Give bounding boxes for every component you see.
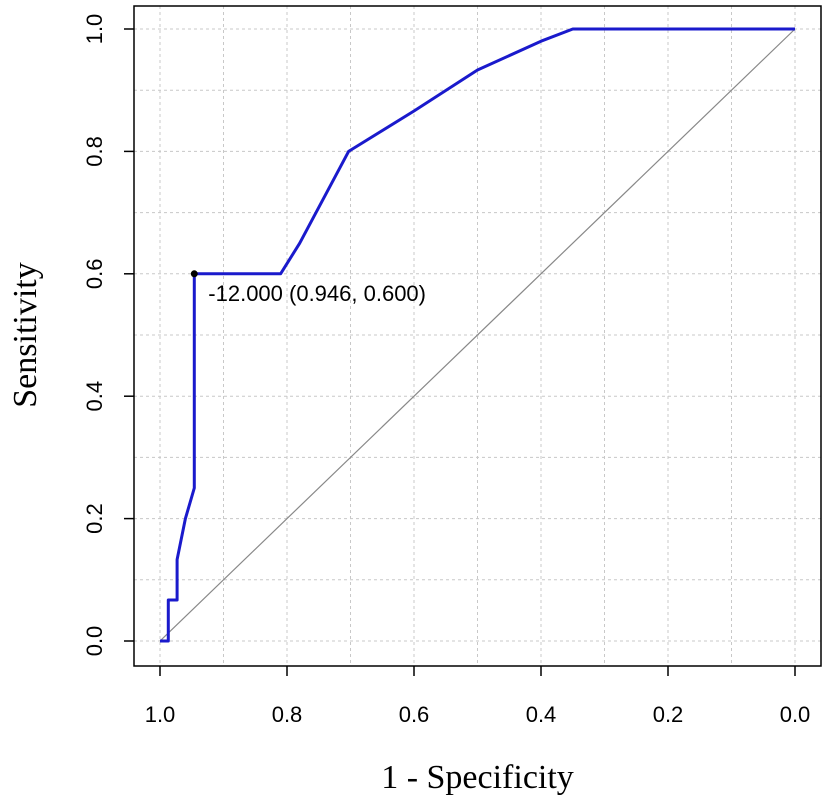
diagonal-line [159,28,796,642]
x-tick-label: 0.6 [399,702,430,727]
threshold-label: -12.000 (0.946, 0.600) [208,281,426,306]
x-tick-label: 0.0 [780,702,811,727]
highlight-layer: -12.000 (0.946, 0.600) [190,270,426,306]
y-tick-label: 1.0 [82,14,107,45]
reference-diagonal [159,28,796,642]
y-tick-label: 0.6 [82,259,107,290]
x-tick-label: 0.4 [526,702,557,727]
grid [134,6,821,666]
y-tick-label: 0.4 [82,381,107,412]
x-axis: 1.0 0.8 0.6 0.4 0.2 0.0 [145,666,811,727]
x-tick-label: 1.0 [145,702,176,727]
y-axis-title: Sensitivity [7,262,44,407]
y-axis: 0.0 0.2 0.4 0.6 0.8 1.0 [82,14,134,657]
y-tick-label: 0.8 [82,136,107,167]
y-tick-label: 0.0 [82,626,107,657]
plot-frame [133,5,822,667]
x-tick-label: 0.8 [272,702,303,727]
y-tick-label: 0.2 [82,503,107,534]
x-tick-label: 0.2 [653,702,684,727]
x-axis-title: 1 - Specificity [381,759,574,796]
threshold-point [190,270,198,278]
